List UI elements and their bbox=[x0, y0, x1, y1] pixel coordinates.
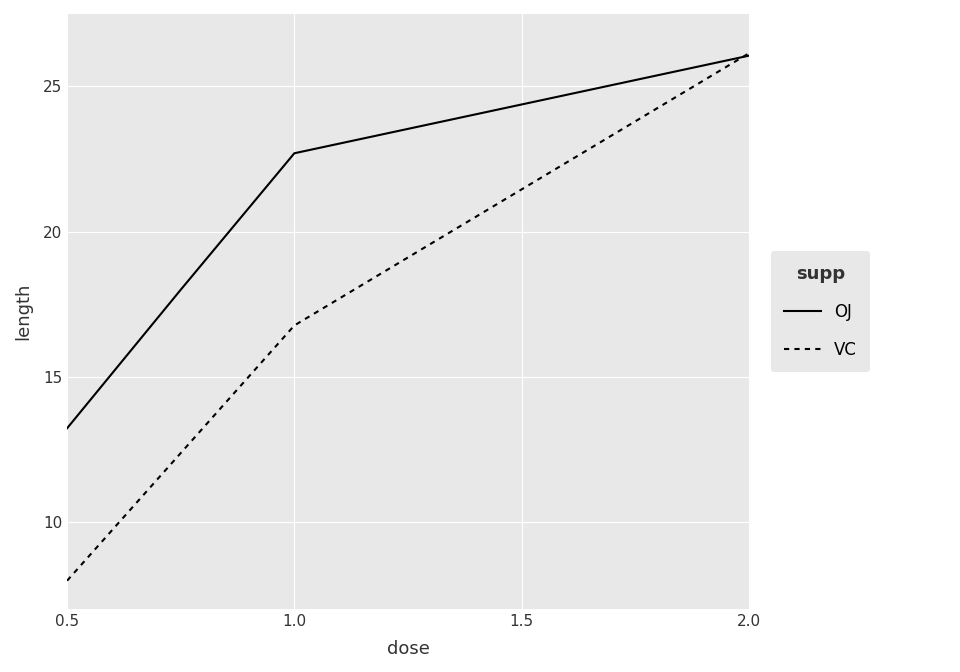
Legend: OJ, VC: OJ, VC bbox=[771, 251, 871, 372]
X-axis label: dose: dose bbox=[387, 640, 429, 658]
Y-axis label: length: length bbox=[13, 283, 32, 340]
